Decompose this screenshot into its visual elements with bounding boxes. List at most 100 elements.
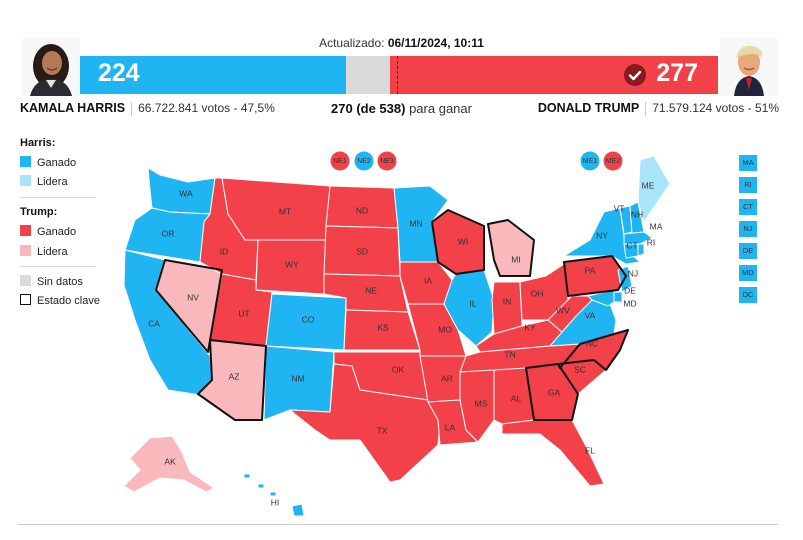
- district-ME1-dot[interactable]: [580, 151, 600, 171]
- state-RI[interactable]: [637, 243, 645, 257]
- state-TX[interactable]: [289, 363, 441, 483]
- key-outline-MI: [487, 219, 535, 277]
- threshold-270-line: [397, 56, 398, 94]
- bottom-divider: [18, 524, 778, 525]
- label-IL: IL: [469, 298, 476, 308]
- legend-swatch: [20, 175, 31, 186]
- small-state-MA[interactable]: MA: [739, 155, 757, 171]
- to-win-label: 270 (de 538) para ganar: [331, 101, 472, 116]
- divider: [131, 101, 133, 116]
- legend-swatch: [20, 294, 31, 305]
- divider: [645, 101, 647, 116]
- district-NE2-label: NE2: [357, 158, 371, 165]
- winner-check-icon: [624, 64, 646, 86]
- label-WI: WI: [458, 236, 468, 246]
- district-NE2-dot[interactable]: [354, 151, 374, 171]
- label-ND: ND: [356, 205, 368, 215]
- label-WA: WA: [179, 188, 193, 198]
- state-DE[interactable]: [613, 291, 623, 303]
- label-AK: AK: [164, 456, 176, 466]
- label-WY: WY: [285, 259, 299, 269]
- key-outline-NC: [557, 329, 629, 371]
- label-NY: NY: [596, 230, 608, 240]
- label-ID: ID: [220, 246, 229, 256]
- label-NC: NC: [586, 338, 598, 348]
- small-state-NJ[interactable]: NJ: [739, 221, 757, 237]
- label-TX: TX: [377, 425, 388, 435]
- legend-divider: [20, 266, 96, 267]
- state-IN[interactable]: [491, 281, 523, 335]
- label-HI: HI: [271, 497, 280, 507]
- trump-summary: DONALD TRUMP 71.579.124 votos - 51%: [538, 101, 779, 116]
- district-ME2-dot[interactable]: [603, 151, 623, 171]
- label-CO: CO: [302, 314, 315, 324]
- key-outline-AZ: [197, 339, 267, 421]
- label-NJ: NJ: [628, 268, 638, 278]
- state-MI[interactable]: [487, 219, 535, 277]
- label-TN: TN: [504, 349, 515, 359]
- district-dots: NE1 NE2 NE3 ME1 ME2: [330, 151, 623, 171]
- district-NE3-dot[interactable]: [377, 151, 397, 171]
- small-state-DC[interactable]: DC: [739, 287, 757, 303]
- key-outline-PA: [563, 255, 627, 297]
- harris-votes: 66.722.841 votos - 47,5%: [138, 101, 275, 115]
- district-ME1-label: ME1: [583, 158, 598, 165]
- harris-name: KAMALA HARRIS: [20, 101, 126, 115]
- small-state-MD[interactable]: MD: [739, 265, 757, 281]
- legend-swatch: [20, 156, 31, 167]
- label-SC: SC: [574, 364, 586, 374]
- updated-timestamp: Actualizado: 06/11/2024, 10:11: [319, 36, 484, 50]
- label-NV: NV: [187, 292, 199, 302]
- label-MT: MT: [279, 206, 291, 216]
- label-MA: MA: [650, 221, 663, 231]
- label-CA: CA: [148, 318, 160, 328]
- label-MN: MN: [409, 218, 422, 228]
- state-ME[interactable]: [637, 155, 671, 223]
- district-NE1-dot[interactable]: [330, 151, 350, 171]
- small-state-CT[interactable]: CT: [739, 199, 757, 215]
- legend-swatch: [20, 245, 31, 256]
- key-state-outlines: [155, 209, 629, 421]
- label-AL: AL: [511, 393, 522, 403]
- label-AR: AR: [441, 373, 453, 383]
- label-WV: WV: [556, 305, 570, 315]
- key-outline-WI: [431, 209, 485, 275]
- state-MA[interactable]: [623, 231, 653, 245]
- label-NE: NE: [365, 285, 377, 295]
- label-MS: MS: [475, 398, 488, 408]
- legend-trump-title: Trump:: [20, 206, 58, 218]
- key-outline-GA: [525, 363, 579, 421]
- label-KY: KY: [524, 322, 536, 332]
- label-FL: FL: [585, 445, 595, 455]
- state-HI[interactable]: [243, 473, 305, 517]
- legend-harris-won: Ganado: [20, 156, 76, 170]
- label-LA: LA: [445, 422, 456, 432]
- legend-trump-won: Ganado: [20, 225, 76, 239]
- trump-electoral-count: 277: [656, 59, 698, 87]
- label-DE: DE: [624, 285, 636, 295]
- label-VA: VA: [585, 310, 596, 320]
- trump-votes: 71.579.124 votos - 51%: [652, 101, 779, 115]
- label-OH: OH: [531, 288, 544, 298]
- state-AK[interactable]: [123, 435, 215, 493]
- label-OK: OK: [392, 364, 405, 374]
- legend-divider: [20, 197, 96, 198]
- small-state-RI[interactable]: RI: [739, 177, 757, 193]
- label-MI: MI: [511, 254, 520, 264]
- legend-harris-title: Harris:: [20, 137, 56, 149]
- legend-swatch: [20, 275, 31, 286]
- district-NE1-label: NE1: [333, 158, 347, 165]
- small-state-DE[interactable]: DE: [739, 243, 757, 259]
- harris-avatar: [22, 38, 80, 96]
- label-MD: MD: [623, 298, 636, 308]
- trump-electoral-fill: [389, 56, 718, 94]
- label-CT: CT: [626, 240, 637, 250]
- harris-electoral-fill: [80, 56, 346, 94]
- harris-electoral-count: 224: [98, 59, 140, 87]
- district-NE3-label: NE3: [380, 158, 394, 165]
- key-outline-NV: [155, 259, 223, 353]
- label-MO: MO: [438, 324, 452, 334]
- trump-avatar: [720, 38, 778, 96]
- label-PA: PA: [585, 265, 596, 275]
